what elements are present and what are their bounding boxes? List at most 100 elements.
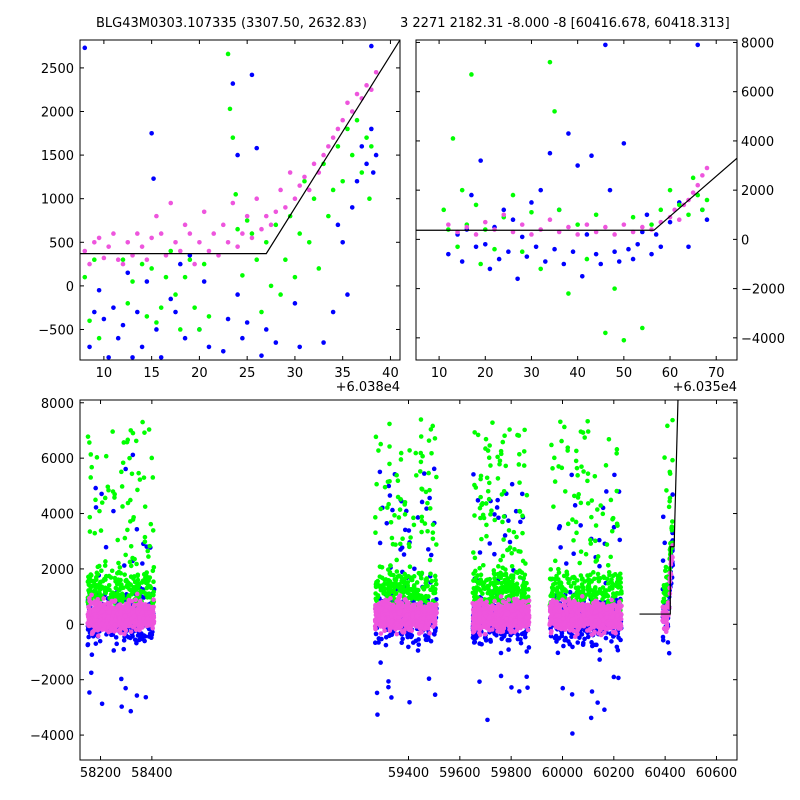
full-lightcurve-green-point [667,495,673,501]
full-lightcurve-green-point [607,572,612,578]
full-lightcurve-pink-point [109,605,114,611]
full-lightcurve-green-point [431,590,436,596]
zoom-left-blue-point [96,287,102,293]
full-lightcurve-green-point [142,539,148,545]
full-lightcurve-green-point [547,576,553,582]
zoom-left-pink-point [263,213,269,219]
full-lightcurve-pink-point [472,601,478,607]
full-lightcurve-pink-point [398,624,404,629]
full-lightcurve-green-point [512,587,518,592]
full-lightcurve-pink-point [427,631,433,636]
full-lightcurve-pink-point [484,599,490,605]
full-lightcurve-green-point [419,514,425,520]
full-lightcurve-blue-point [123,685,128,691]
full-lightcurve-blue-point [111,648,117,653]
full-lightcurve-blue-point [387,493,393,498]
full-lightcurve-green-point [397,507,403,512]
full-lightcurve-green-point [146,583,151,588]
zoom-left-pink-point [330,135,336,140]
full-lightcurve-green-point [137,477,143,482]
zoom-right-blue-point [575,163,580,168]
full-lightcurve-green-point [103,590,109,596]
full-lightcurve-pink-point [131,605,136,610]
full-lightcurve-pink-point [151,597,156,602]
full-lightcurve-pink-point [423,625,429,630]
zoom-right-green-point [469,72,474,77]
zoom-left-blue-point [115,335,121,341]
full-lightcurve-green-point [471,578,476,583]
full-lightcurve-green-point [508,588,514,594]
zoom-left-blue-point [225,316,231,322]
zoom-left-pink-point [268,222,274,228]
full-lightcurve-blue-point [617,537,623,543]
full-lightcurve-blue-point [566,639,571,644]
full-lightcurve-green-point [135,573,140,579]
full-lightcurve-pink-point [415,623,420,629]
full-lightcurve-green-point [143,591,148,597]
zoom-right-blue-point [524,254,530,259]
zoom-left-green-point [302,178,307,184]
zoom-left-blue-point [244,320,250,325]
zoom-left-pink-point [206,248,212,254]
zoom-left-blue-point [125,270,131,276]
zoom-right-y-tick-label: −2000 [741,283,785,298]
full-lightcurve-green-point [411,522,417,528]
full-lightcurve-green-point [475,573,480,578]
zoom-left-pink-point [287,170,293,175]
full-lightcurve-green-point [661,596,667,602]
full-lightcurve-blue-point [487,541,493,546]
full-lightcurve-green-point [585,478,590,484]
full-lightcurve-pink-point [99,621,105,627]
full-lightcurve-green-point [562,587,567,592]
full-lightcurve-green-point [517,452,522,457]
full-lightcurve-green-point [591,570,596,575]
full-lightcurve-green-point [495,580,501,586]
zoom-left-y-tick-label: 500 [49,236,74,251]
full-lightcurve-pink-point [427,607,433,613]
full-lightcurve-pink-point [406,627,412,632]
full-lightcurve-blue-point [492,512,497,517]
full-lightcurve-pink-point [434,602,439,607]
full-lightcurve-green-point [667,471,673,476]
zoom-left-green-point [96,335,102,341]
full-lightcurve-pink-point [137,598,143,604]
zoom-left-blue-point [259,353,264,358]
full-lightcurve-blue-point [93,641,99,646]
zoom-left-panel: 10 15 20 25 30 35 40−50005001000150020002500+6… [38,39,401,395]
full-lightcurve-green-point [150,475,156,480]
zoom-right-blue-point [538,187,544,193]
full-lightcurve-green-point [423,489,429,495]
full-lightcurve-blue-point [473,635,479,640]
full-lightcurve-pink-point [508,628,514,634]
zoom-left-green-point [182,274,188,280]
full-lightcurve-green-point [134,561,139,567]
zoom-right-pink-point [529,232,534,237]
full-lightcurve-pink-point [477,615,483,621]
full-lightcurve-green-point [604,542,610,547]
full-lightcurve-green-point [605,562,611,568]
full-lightcurve-blue-point [119,676,124,682]
zoom-left-pink-point [354,91,360,97]
zoom-left-blue-point [370,170,376,175]
zoom-left-y-tick-label: 2000 [41,105,74,120]
full-lightcurve-blue-point [597,563,602,569]
zoom-right-pink-point [446,222,451,227]
full-lightcurve-green-point [551,587,557,592]
full-lightcurve-pink-point [525,627,531,633]
full-lightcurve-blue-point [432,628,438,634]
full-lightcurve-pink-point [383,608,389,613]
full-lightcurve-green-point [146,591,152,596]
full-lightcurve-green-point [480,501,485,506]
full-lightcurve-green-point [476,586,481,591]
full-lightcurve-green-point [88,475,93,480]
full-lightcurve-pink-point [108,627,114,633]
full-lightcurve-pink-point [511,612,517,617]
zoom-right-green-point [700,207,705,213]
full-lightcurve-green-point [95,564,101,570]
zoom-left-green-point [335,144,341,149]
zoom-right-panel: 10 20 30 40 50 60 70−4000−20000200040006000800… [415,36,785,395]
zoom-right-green-point [575,222,580,227]
full-lightcurve-green-point [585,501,591,506]
full-lightcurve-pink-point [131,624,137,630]
full-lightcurve-pink-point [103,605,109,611]
